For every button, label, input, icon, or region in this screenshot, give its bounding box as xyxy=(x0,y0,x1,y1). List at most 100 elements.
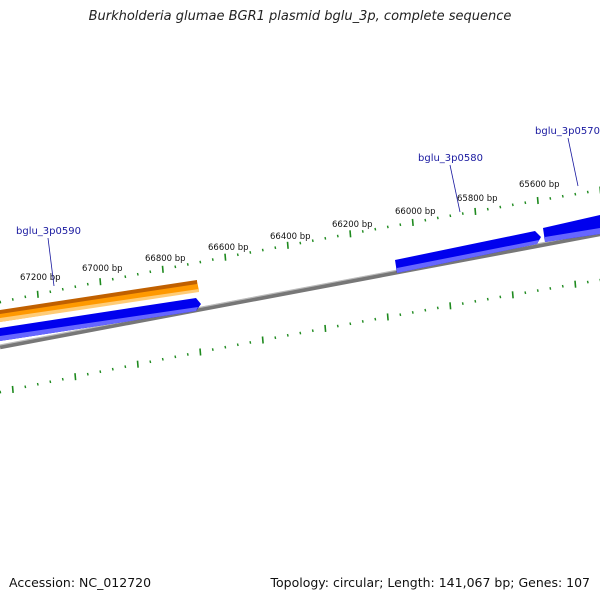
minor-tick xyxy=(136,272,139,276)
minor-tick xyxy=(411,311,414,314)
minor-tick xyxy=(486,297,489,301)
minor-tick xyxy=(311,329,314,333)
minor-tick xyxy=(361,230,364,233)
minor-tick xyxy=(474,299,477,303)
minor-tick xyxy=(324,236,327,240)
minor-tick xyxy=(361,320,364,323)
minor-tick xyxy=(211,348,214,351)
minor-tick xyxy=(486,207,489,211)
accession-text: Accession: NC_012720 xyxy=(9,575,152,590)
gene-label-bglu_3p0580[interactable]: bglu_3p0580 xyxy=(418,153,483,164)
gene-feature-bglu_3p0570[interactable] xyxy=(543,215,600,242)
minor-tick xyxy=(424,308,427,312)
minor-tick xyxy=(561,194,564,198)
tick-label: 66000 bp xyxy=(395,207,436,217)
tick-label: 67200 bp xyxy=(20,273,61,283)
minor-tick xyxy=(111,277,114,281)
gene-arrow-orange-light xyxy=(0,289,199,322)
minor-tick xyxy=(24,295,27,299)
gene-feature-bglu_3p0590[interactable] xyxy=(0,280,199,322)
gene-label-bglu_3p0570[interactable]: bglu_3p0570 xyxy=(535,126,600,137)
minor-tick xyxy=(399,223,402,227)
major-tick xyxy=(99,278,102,286)
major-tick xyxy=(386,313,389,321)
major-tick xyxy=(324,324,327,332)
minor-tick xyxy=(36,382,39,386)
gene-feature-blue-1[interactable] xyxy=(0,298,201,341)
tick-label: 66600 bp xyxy=(208,243,249,253)
major-tick xyxy=(261,336,264,344)
minor-tick xyxy=(86,372,89,376)
gene-feature-bglu_3p0580[interactable] xyxy=(395,231,541,273)
minor-tick xyxy=(11,298,14,301)
minor-tick xyxy=(386,225,389,229)
minor-tick xyxy=(61,287,64,291)
minor-tick xyxy=(274,336,277,340)
topology-summary: Topology: circular; Length: 141,067 bp; … xyxy=(270,575,591,590)
minor-tick xyxy=(499,295,502,299)
major-tick xyxy=(536,196,539,205)
minor-tick xyxy=(399,313,402,317)
gene-label-leader xyxy=(449,164,461,213)
minor-tick xyxy=(236,343,239,347)
minor-tick xyxy=(424,218,427,222)
minor-tick xyxy=(249,251,252,254)
tick-label: 65800 bp xyxy=(457,194,498,204)
tick-label: 66400 bp xyxy=(270,232,311,242)
minor-tick xyxy=(311,239,314,243)
minor-tick xyxy=(174,265,177,269)
minor-tick xyxy=(149,360,152,364)
minor-tick xyxy=(249,341,252,344)
minor-tick xyxy=(49,380,52,384)
minor-tick xyxy=(586,280,589,284)
minor-tick xyxy=(274,246,277,250)
minor-tick xyxy=(174,355,177,359)
gene-arrow-blue-1-light xyxy=(0,307,198,341)
minor-tick xyxy=(374,317,377,321)
inner-tick-ring xyxy=(0,278,600,394)
gene-arrow-blue-3-light xyxy=(545,228,600,242)
major-tick xyxy=(199,348,202,356)
minor-tick xyxy=(436,216,439,220)
minor-tick xyxy=(86,282,89,286)
minor-tick xyxy=(0,300,2,304)
minor-tick xyxy=(449,214,452,218)
minor-tick xyxy=(549,197,552,200)
minor-tick xyxy=(49,290,52,294)
minor-tick xyxy=(536,289,539,292)
minor-tick xyxy=(461,212,464,215)
minor-tick xyxy=(299,331,302,335)
minor-tick xyxy=(24,385,27,389)
minor-tick xyxy=(186,353,189,356)
gene-label-bglu_3p0590[interactable]: bglu_3p0590 xyxy=(16,226,81,237)
major-tick xyxy=(286,241,289,249)
minor-tick xyxy=(524,291,527,295)
tick-label: 66800 bp xyxy=(145,254,186,264)
major-tick xyxy=(161,265,164,273)
minor-tick xyxy=(299,241,302,245)
major-tick xyxy=(511,291,514,299)
minor-tick xyxy=(574,192,577,196)
major-tick xyxy=(449,302,452,310)
minor-tick xyxy=(511,203,514,207)
minor-tick xyxy=(586,190,589,194)
gene-label-leader xyxy=(47,237,55,287)
major-tick xyxy=(411,218,414,226)
minor-tick xyxy=(199,260,202,264)
minor-tick xyxy=(224,345,227,349)
major-tick xyxy=(474,207,477,215)
minor-tick xyxy=(0,390,2,394)
minor-tick xyxy=(74,285,77,289)
gene-arrow-orange-edge xyxy=(0,280,197,314)
minor-tick xyxy=(236,253,239,257)
minor-tick xyxy=(549,287,552,290)
minor-tick xyxy=(461,302,464,305)
minor-tick xyxy=(349,322,352,326)
map-title: Burkholderia glumae BGR1 plasmid bglu_3p… xyxy=(88,9,512,24)
tick-label: 66200 bp xyxy=(332,220,373,230)
outer-tick-ring xyxy=(0,186,600,304)
gene-arrow-blue-2-light xyxy=(397,240,539,273)
minor-tick xyxy=(211,258,214,261)
major-tick xyxy=(574,280,577,288)
minor-tick xyxy=(99,370,102,374)
